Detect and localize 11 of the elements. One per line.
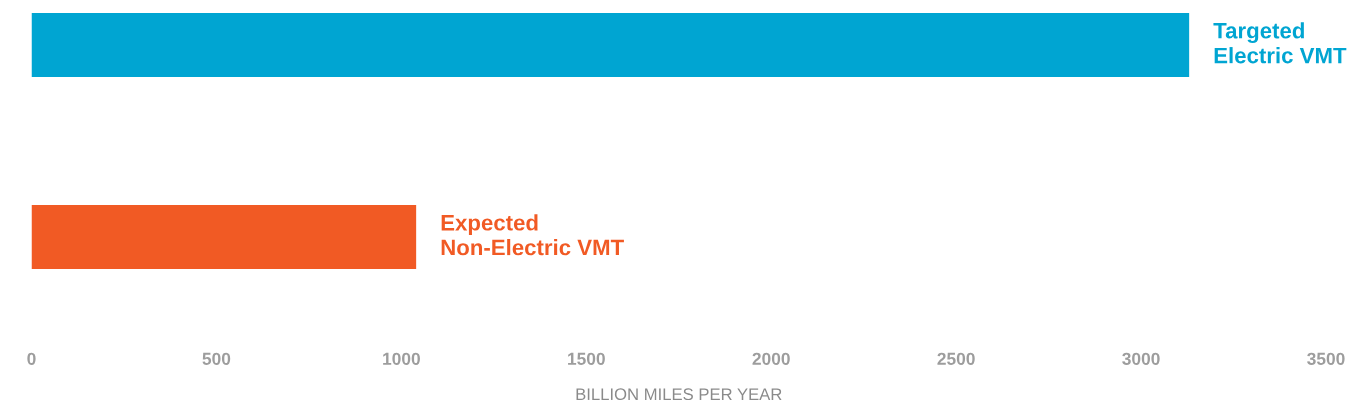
y-tick-label: Expected Non-Electric VMT <box>441 214 624 256</box>
x-tick-label: 3500 <box>1307 352 1345 365</box>
x-axis-title: BILLION MILES PER YEAR <box>576 388 782 401</box>
x-tick-label: 3000 <box>1122 352 1160 365</box>
x-tick-label: 500 <box>202 352 231 365</box>
x-tick-label: 2500 <box>937 352 975 365</box>
x-tick-label: 1000 <box>383 352 420 365</box>
y-tick-label: Targeted Electric VMT <box>1213 22 1347 64</box>
x-tick-label: 1500 <box>568 352 605 365</box>
x-tick-label: 0 <box>27 352 36 365</box>
x-tick-label: 2000 <box>752 352 790 365</box>
